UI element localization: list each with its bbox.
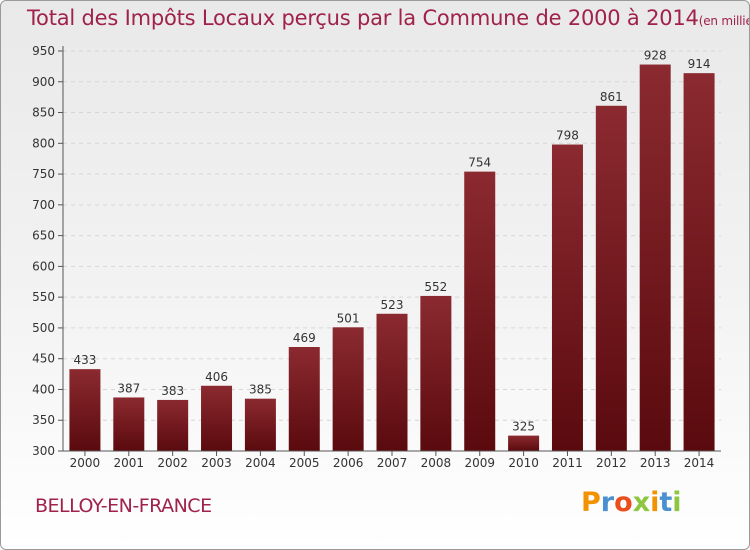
bar-value-label: 469 (293, 331, 316, 345)
bars: 433 387 383 406 385 469 501 523 552 754 325 798 861 9… (69, 49, 715, 452)
x-tick-label: 2005 (289, 456, 320, 470)
bar-value-label: 552 (424, 280, 447, 294)
bar-value-label: 798 (556, 129, 579, 143)
bar-value-label: 523 (381, 298, 404, 312)
y-tick-label: 450 (32, 352, 55, 366)
bar-2011 (551, 144, 583, 452)
x-tick-label: 2009 (464, 456, 495, 470)
bar-2008 (420, 295, 452, 451)
y-tick-label: 600 (32, 259, 55, 273)
proxiti-logo: Proxiti (581, 487, 682, 518)
x-tick-label: 2014 (684, 456, 715, 470)
bar-2003 (201, 385, 233, 451)
bar-2001 (113, 397, 145, 451)
y-tick-label: 850 (32, 106, 55, 120)
y-tick-label: 700 (32, 198, 55, 212)
bar-value-label: 433 (73, 353, 96, 367)
y-tick-label: 350 (32, 413, 55, 427)
x-tick-label: 2003 (201, 456, 232, 470)
bar-2010 (508, 435, 540, 451)
bar-2012 (595, 105, 627, 452)
x-tick-label: 2011 (552, 456, 583, 470)
x-tick-label: 2010 (508, 456, 539, 470)
x-tick-label: 2012 (596, 456, 627, 470)
y-axis: 300 350 400 450 500 550 600 650 700 750 800 850 900 9… (32, 44, 64, 458)
bar-value-label: 385 (249, 383, 272, 397)
y-tick-label: 800 (32, 136, 55, 150)
logo-letter: o (614, 487, 633, 518)
bar-value-label: 406 (205, 370, 228, 384)
bar-2009 (464, 171, 496, 451)
y-tick-label: 650 (32, 229, 55, 243)
x-tick-label: 2000 (70, 456, 101, 470)
bar-value-label: 861 (600, 90, 623, 104)
bar-2000 (69, 369, 101, 451)
x-tick-label: 2007 (377, 456, 408, 470)
logo-letter: t (659, 487, 673, 518)
y-tick-label: 550 (32, 290, 55, 304)
bar-2013 (639, 64, 671, 452)
y-tick-label: 950 (32, 44, 55, 58)
bar-2006 (332, 327, 364, 451)
chart-title: Total des Impôts Locaux perçus par la Co… (27, 6, 749, 30)
logo-letter: i (650, 487, 660, 518)
y-tick-label: 300 (32, 444, 55, 458)
bar-value-label: 387 (117, 381, 140, 395)
x-tick-label: 2008 (421, 456, 452, 470)
bar-value-label: 383 (161, 384, 184, 398)
bar-2004 (244, 398, 276, 451)
bar-2014 (683, 73, 715, 452)
commune-name: BELLOY-EN-FRANCE (35, 495, 212, 517)
logo-letter: P (581, 487, 601, 518)
logo-letter: r (600, 487, 615, 518)
bar-value-label: 501 (337, 311, 360, 325)
x-tick-label: 2002 (157, 456, 188, 470)
y-tick-label: 750 (32, 167, 55, 181)
bar-value-label: 325 (512, 420, 535, 434)
y-tick-label: 900 (32, 75, 55, 89)
x-tick-label: 2001 (114, 456, 145, 470)
y-tick-label: 500 (32, 321, 55, 335)
bar-2005 (288, 347, 320, 451)
bar-value-label: 754 (468, 156, 491, 170)
bar-2007 (376, 313, 408, 451)
x-tick-label: 2004 (245, 456, 276, 470)
bar-value-label: 928 (644, 49, 667, 63)
y-tick-label: 400 (32, 382, 55, 396)
chart-unit: (en milliers d'€) (698, 14, 749, 28)
x-tick-label: 2006 (333, 456, 364, 470)
logo-letter: x (632, 487, 651, 518)
x-axis: 2000 2001 2002 2003 2004 2005 2006 2007 2008 2009… (63, 450, 721, 470)
bar-value-label: 914 (688, 57, 711, 71)
x-tick-label: 2013 (640, 456, 671, 470)
chart-title-text: Total des Impôts Locaux perçus par la Co… (27, 6, 699, 30)
logo-letter: i (672, 487, 682, 518)
bar-2002 (157, 399, 189, 451)
